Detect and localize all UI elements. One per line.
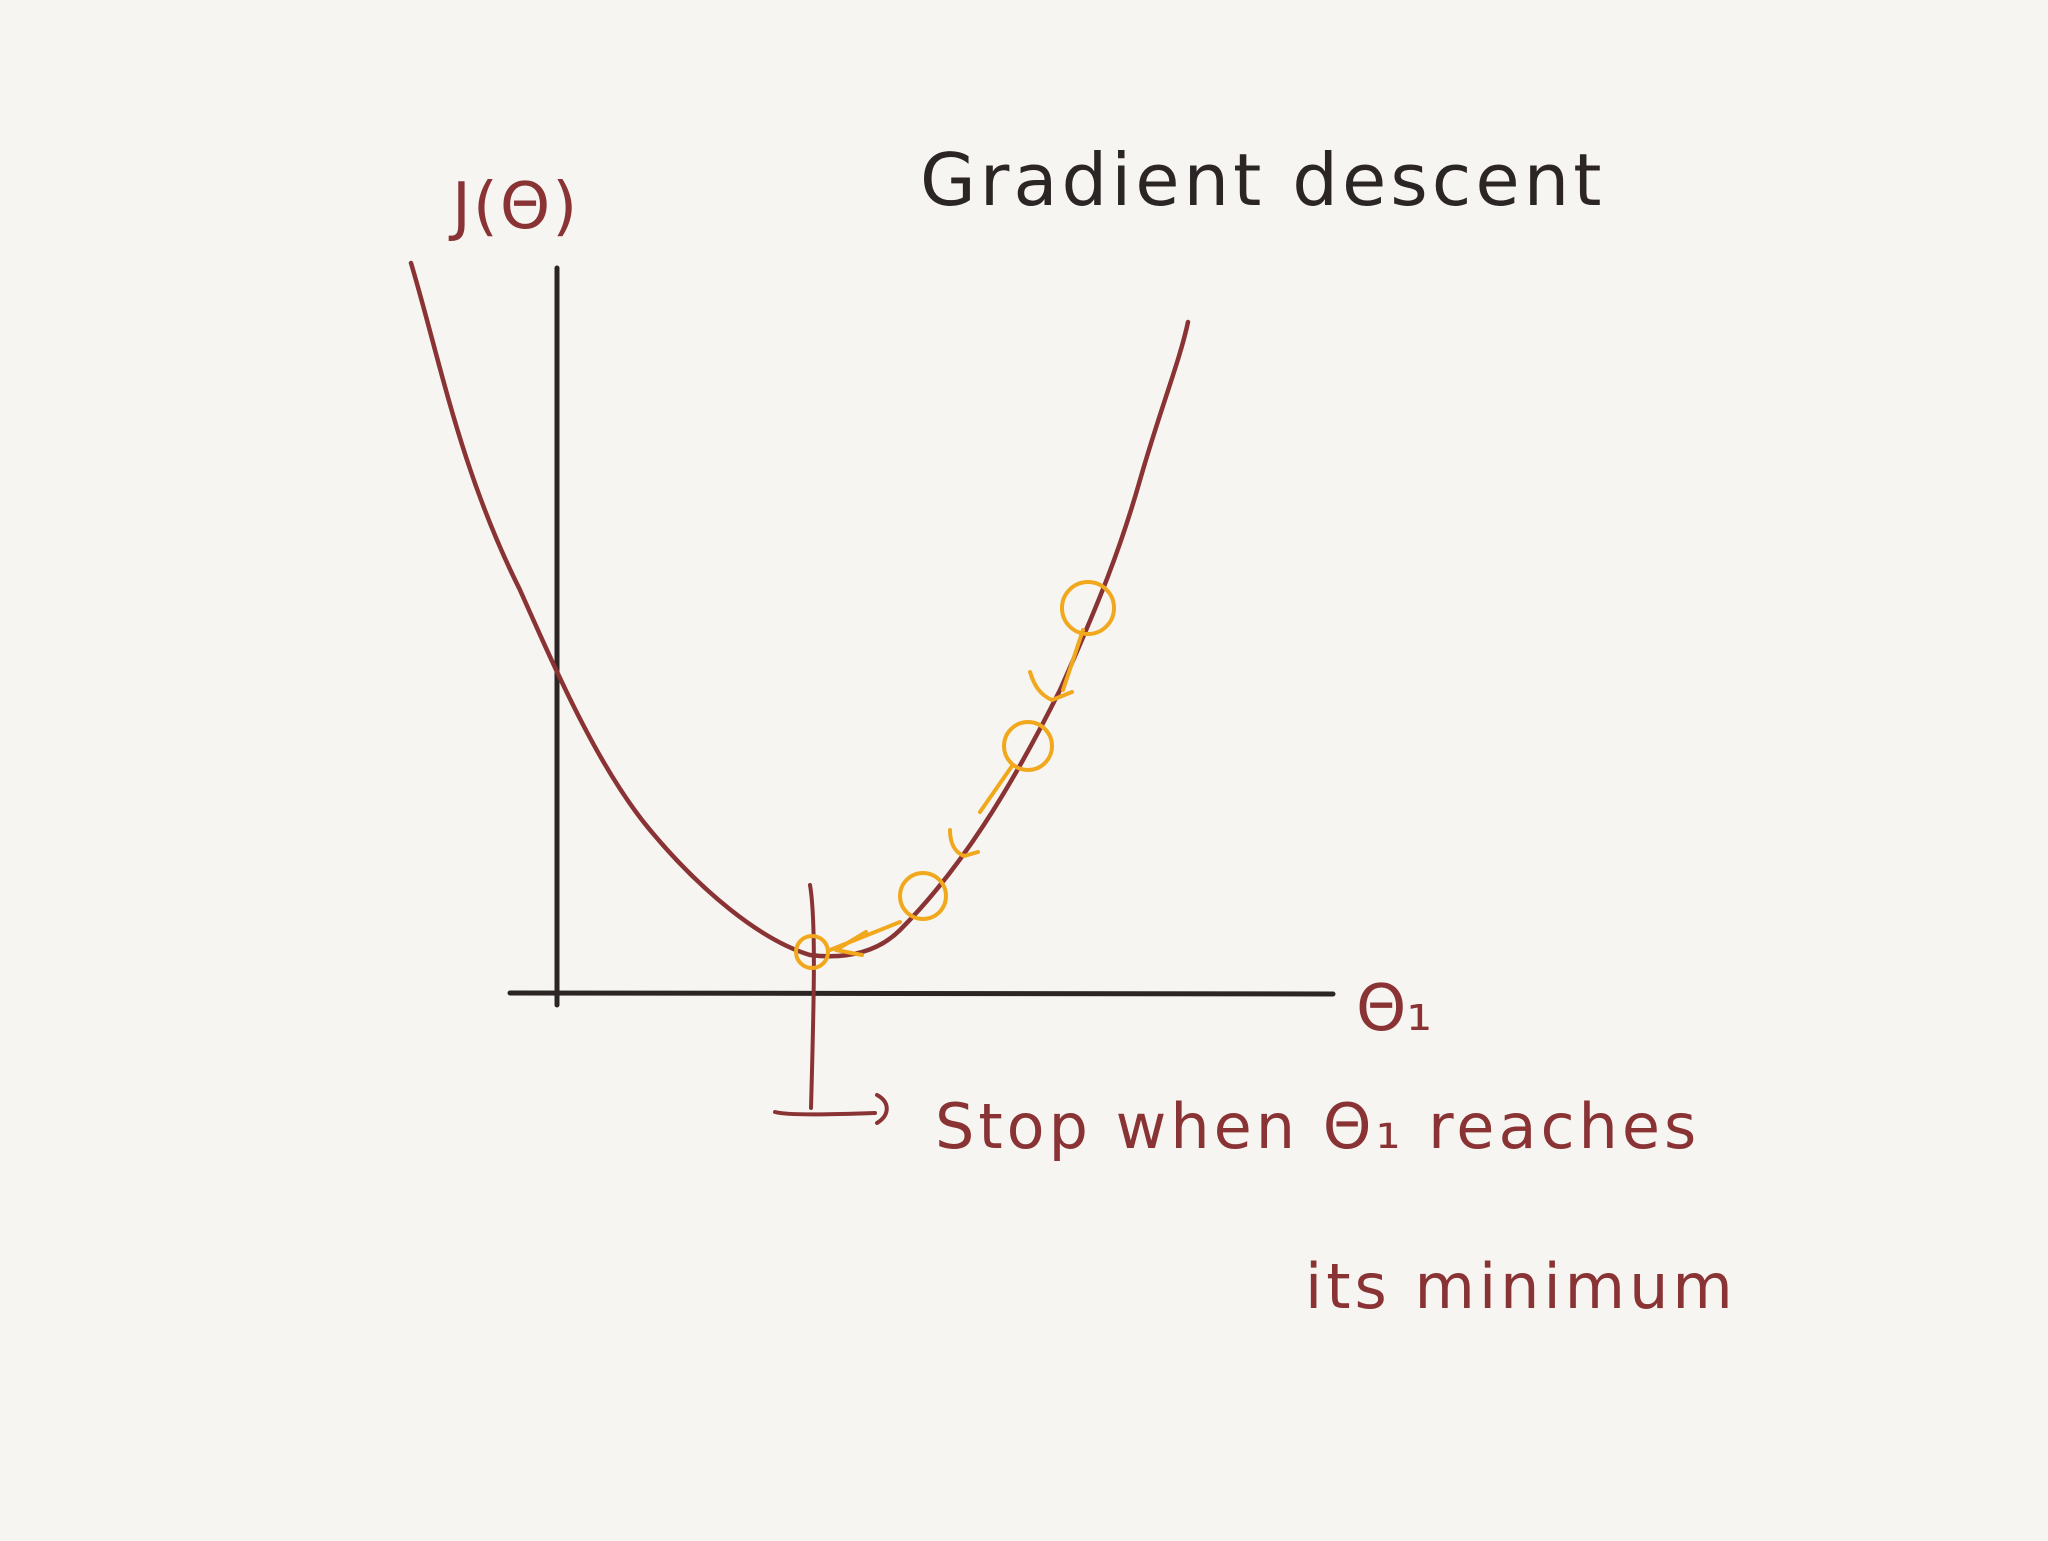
annotation-line-1: Stop when Θ₁ reaches: [935, 1090, 1700, 1163]
annotation-arrow-icon: [875, 1093, 889, 1125]
descent-step-1: [1060, 580, 1116, 636]
minimum-marker-line: [808, 883, 816, 1110]
diagram-title: Gradient descent: [920, 138, 1606, 222]
descent-step-3: [898, 871, 948, 921]
annotation-line-2: its minimum: [1305, 1250, 1737, 1323]
descent-arrowhead-3: [834, 930, 868, 957]
annotation-leader-line: [773, 1110, 877, 1117]
descent-step-2: [1002, 720, 1054, 772]
descent-step-arrow-2: [978, 764, 1014, 814]
x-axis-label: Θ₁: [1356, 972, 1432, 1046]
x-axis: [507, 990, 1336, 998]
descent-arrowhead-2: [948, 828, 980, 859]
descent-arrowhead-1: [1028, 670, 1074, 703]
cost-curve: [408, 260, 1191, 959]
descent-steps: [794, 580, 1116, 970]
descent-step-arrow-1: [1061, 628, 1085, 692]
y-axis-label: J(Θ): [448, 170, 579, 244]
descent-step-4-minimum: [794, 934, 830, 970]
